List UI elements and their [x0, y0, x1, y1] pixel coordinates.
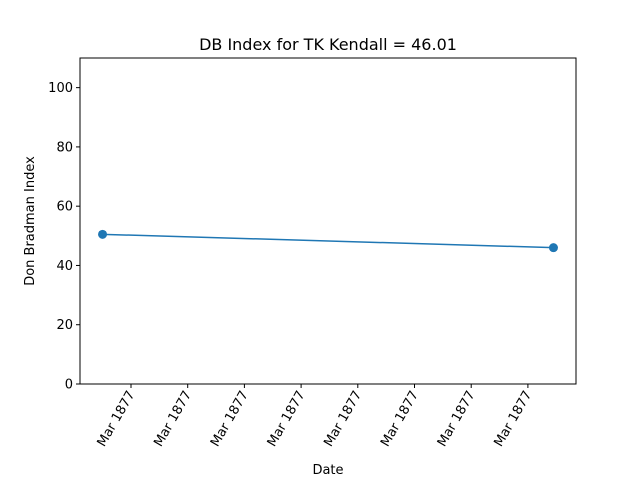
chart-title: DB Index for TK Kendall = 46.01 — [199, 35, 457, 54]
x-axis-label: Date — [312, 463, 343, 478]
y-tick-label-2: 40 — [56, 259, 73, 274]
y-tick-label-1: 20 — [56, 318, 73, 333]
axes-frame — [79, 57, 577, 385]
data-point-0-0 — [98, 229, 108, 239]
y-tick-label-0: 0 — [65, 378, 73, 393]
y-tick-label-3: 60 — [56, 200, 73, 215]
data-point-0-1 — [548, 243, 558, 253]
series-line-0 — [102, 233, 554, 249]
y-tick-label-5: 100 — [48, 81, 73, 96]
y-tick-label-4: 80 — [56, 140, 73, 155]
y-axis-label: Don Bradman Index — [23, 156, 38, 286]
